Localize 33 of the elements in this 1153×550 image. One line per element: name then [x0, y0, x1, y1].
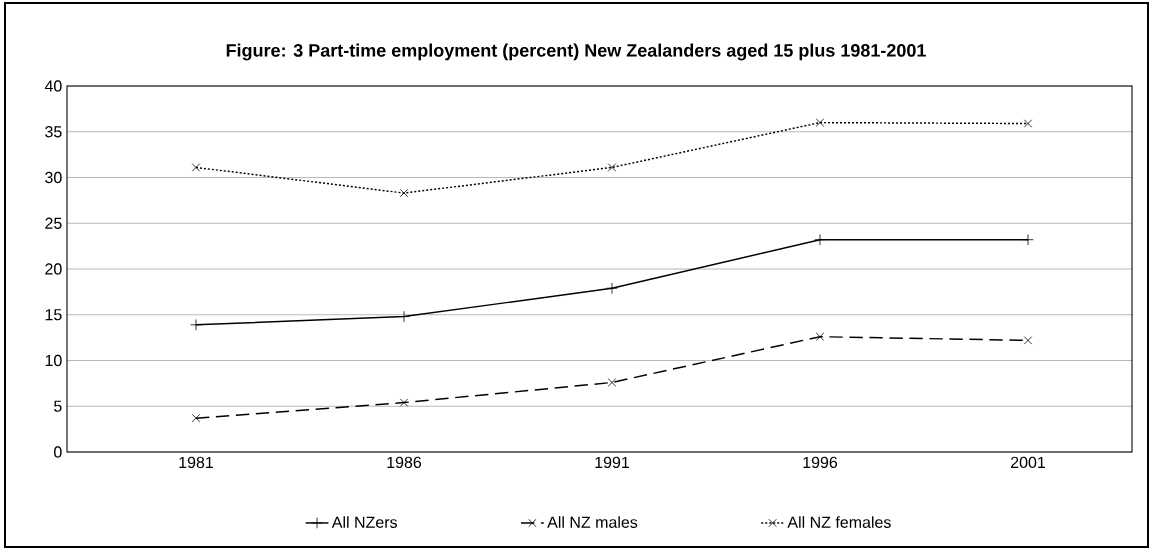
point [814, 233, 826, 246]
y-tick-label: 0 [54, 446, 62, 458]
x-tick-label: 1991 [595, 456, 629, 469]
y-tick-label: 20 [45, 263, 62, 275]
y-tick-label: 15 [45, 309, 62, 321]
y-tick-label: 25 [45, 217, 62, 229]
chart-title: Figure: 3 Part-time employment (percent) New Zealanders aged 15 plus 1981-2001 [226, 43, 926, 61]
point [815, 332, 825, 341]
legend-label: All NZ males [547, 516, 638, 528]
x-tick-label: 2001 [1011, 456, 1046, 469]
y-tick-label: 10 [45, 354, 62, 367]
point [399, 188, 409, 198]
point [606, 282, 618, 294]
point [815, 118, 825, 127]
point [1023, 119, 1033, 128]
y-tick-label: 35 [45, 126, 62, 138]
y-tick-label: 5 [54, 400, 62, 412]
y-tick-label: 40 [44, 80, 62, 92]
point [399, 398, 409, 407]
point [1023, 336, 1033, 345]
legend-label: All NZers [331, 516, 397, 528]
x-tick-label: 1986 [387, 456, 422, 469]
point [191, 413, 201, 423]
y-tick-label: 30 [45, 171, 62, 184]
point [398, 310, 410, 323]
point [607, 378, 617, 387]
point [607, 163, 617, 172]
legend-label: All NZ females [787, 516, 891, 528]
point [191, 163, 201, 172]
point [190, 319, 202, 331]
x-tick-label: 1996 [803, 456, 838, 469]
point [1022, 233, 1034, 246]
x-tick-label: 1981 [179, 456, 213, 469]
